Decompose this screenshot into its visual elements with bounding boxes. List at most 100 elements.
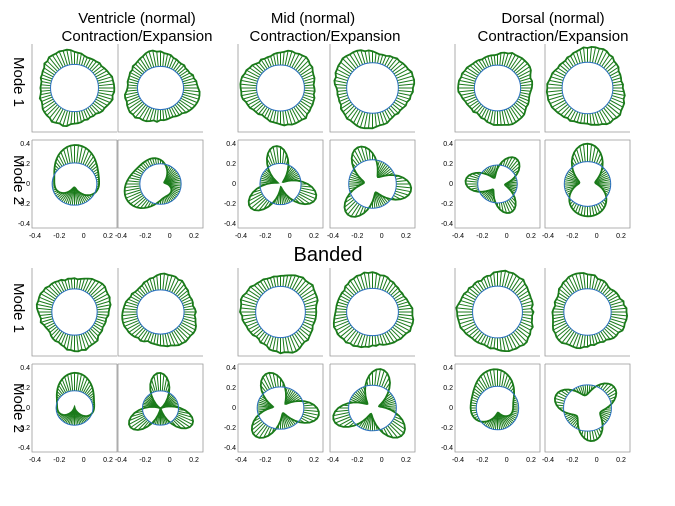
arrow [601,54,610,67]
y-tick-label: 0.4 [226,141,236,148]
arrow [95,98,108,106]
arrow-heads [55,371,96,418]
x-tick-label: -0.2 [476,233,488,240]
arrow [607,389,616,396]
row-label: Mode 1 [10,57,27,107]
arrow [377,164,388,178]
outline [346,62,399,114]
arrow [94,100,105,109]
x-tick-label: -0.2 [259,233,271,240]
arrow [470,402,477,405]
arrow [397,94,411,100]
arrow [356,275,364,291]
arrow [162,333,165,346]
arrow [598,332,605,343]
arrow [503,374,508,388]
arrow-heads [333,49,416,130]
x-tick-label: 0 [380,457,384,464]
panel-frame [329,268,415,357]
arrow [55,53,64,68]
arrow [260,380,268,391]
arrow [394,192,406,199]
arrow [165,179,181,184]
arrow [598,184,611,187]
arrow [379,398,395,406]
arrow [162,109,165,121]
arrow [555,305,565,308]
arrow [70,334,73,351]
arrow [591,47,597,63]
arrow [177,412,193,418]
arrow [248,195,264,206]
arrow [583,47,586,63]
arrow [501,415,510,427]
outline [256,386,305,430]
arrow [143,200,150,209]
arrow [397,318,413,325]
arrow [301,98,313,106]
arrow [85,386,93,396]
arrow [374,194,378,208]
arrow [608,101,622,112]
arrow [471,102,480,110]
arrow [183,315,196,320]
arrow [575,334,582,349]
arrow [59,381,67,394]
arrow [547,92,563,97]
arrow [354,205,362,218]
arrow [471,399,478,403]
arrow [170,59,177,70]
arrow-heads [239,274,319,355]
arrow [398,83,415,87]
arrow [583,113,586,124]
arrow [262,279,270,290]
arrow [552,320,566,327]
x-tick-label: -0.2 [351,457,363,464]
arrow [494,413,498,430]
arrow [338,418,352,426]
x-tick-label: -0.4 [115,233,127,240]
arrow [164,173,179,183]
arrow [137,60,147,72]
arrow [552,313,564,316]
arrow [392,63,404,73]
arrow [242,94,258,100]
arrow [87,107,94,117]
x-tick-label: -0.4 [235,457,247,464]
arrow [261,106,268,116]
arrow [182,93,199,100]
arrow [273,276,277,287]
arrow [565,279,575,293]
arrow [303,296,317,303]
arrow [165,181,182,184]
arrow [164,175,180,184]
arrow [598,280,605,292]
arrow [130,412,144,418]
panel-frame [117,363,204,453]
arrow [41,74,53,80]
arrow [499,370,502,387]
arrow [60,151,67,165]
panel-frame [31,44,117,133]
arrow [47,60,58,72]
outline [51,162,98,206]
arrow [247,98,260,106]
arrow [381,373,388,388]
arrow [82,150,90,165]
arrow [272,146,277,164]
arrow [505,184,518,189]
arrow [83,57,88,67]
arrow [51,283,61,295]
arrow [78,278,82,290]
arrow [57,388,64,396]
arrow [276,145,279,164]
arrow [134,170,143,175]
arrow [97,76,113,82]
arrow [265,373,273,389]
arrow [84,278,93,292]
arrow [96,96,111,104]
arrow [352,153,360,165]
quiver-panel [31,44,117,133]
arrow [90,283,103,297]
arrow [93,324,103,332]
